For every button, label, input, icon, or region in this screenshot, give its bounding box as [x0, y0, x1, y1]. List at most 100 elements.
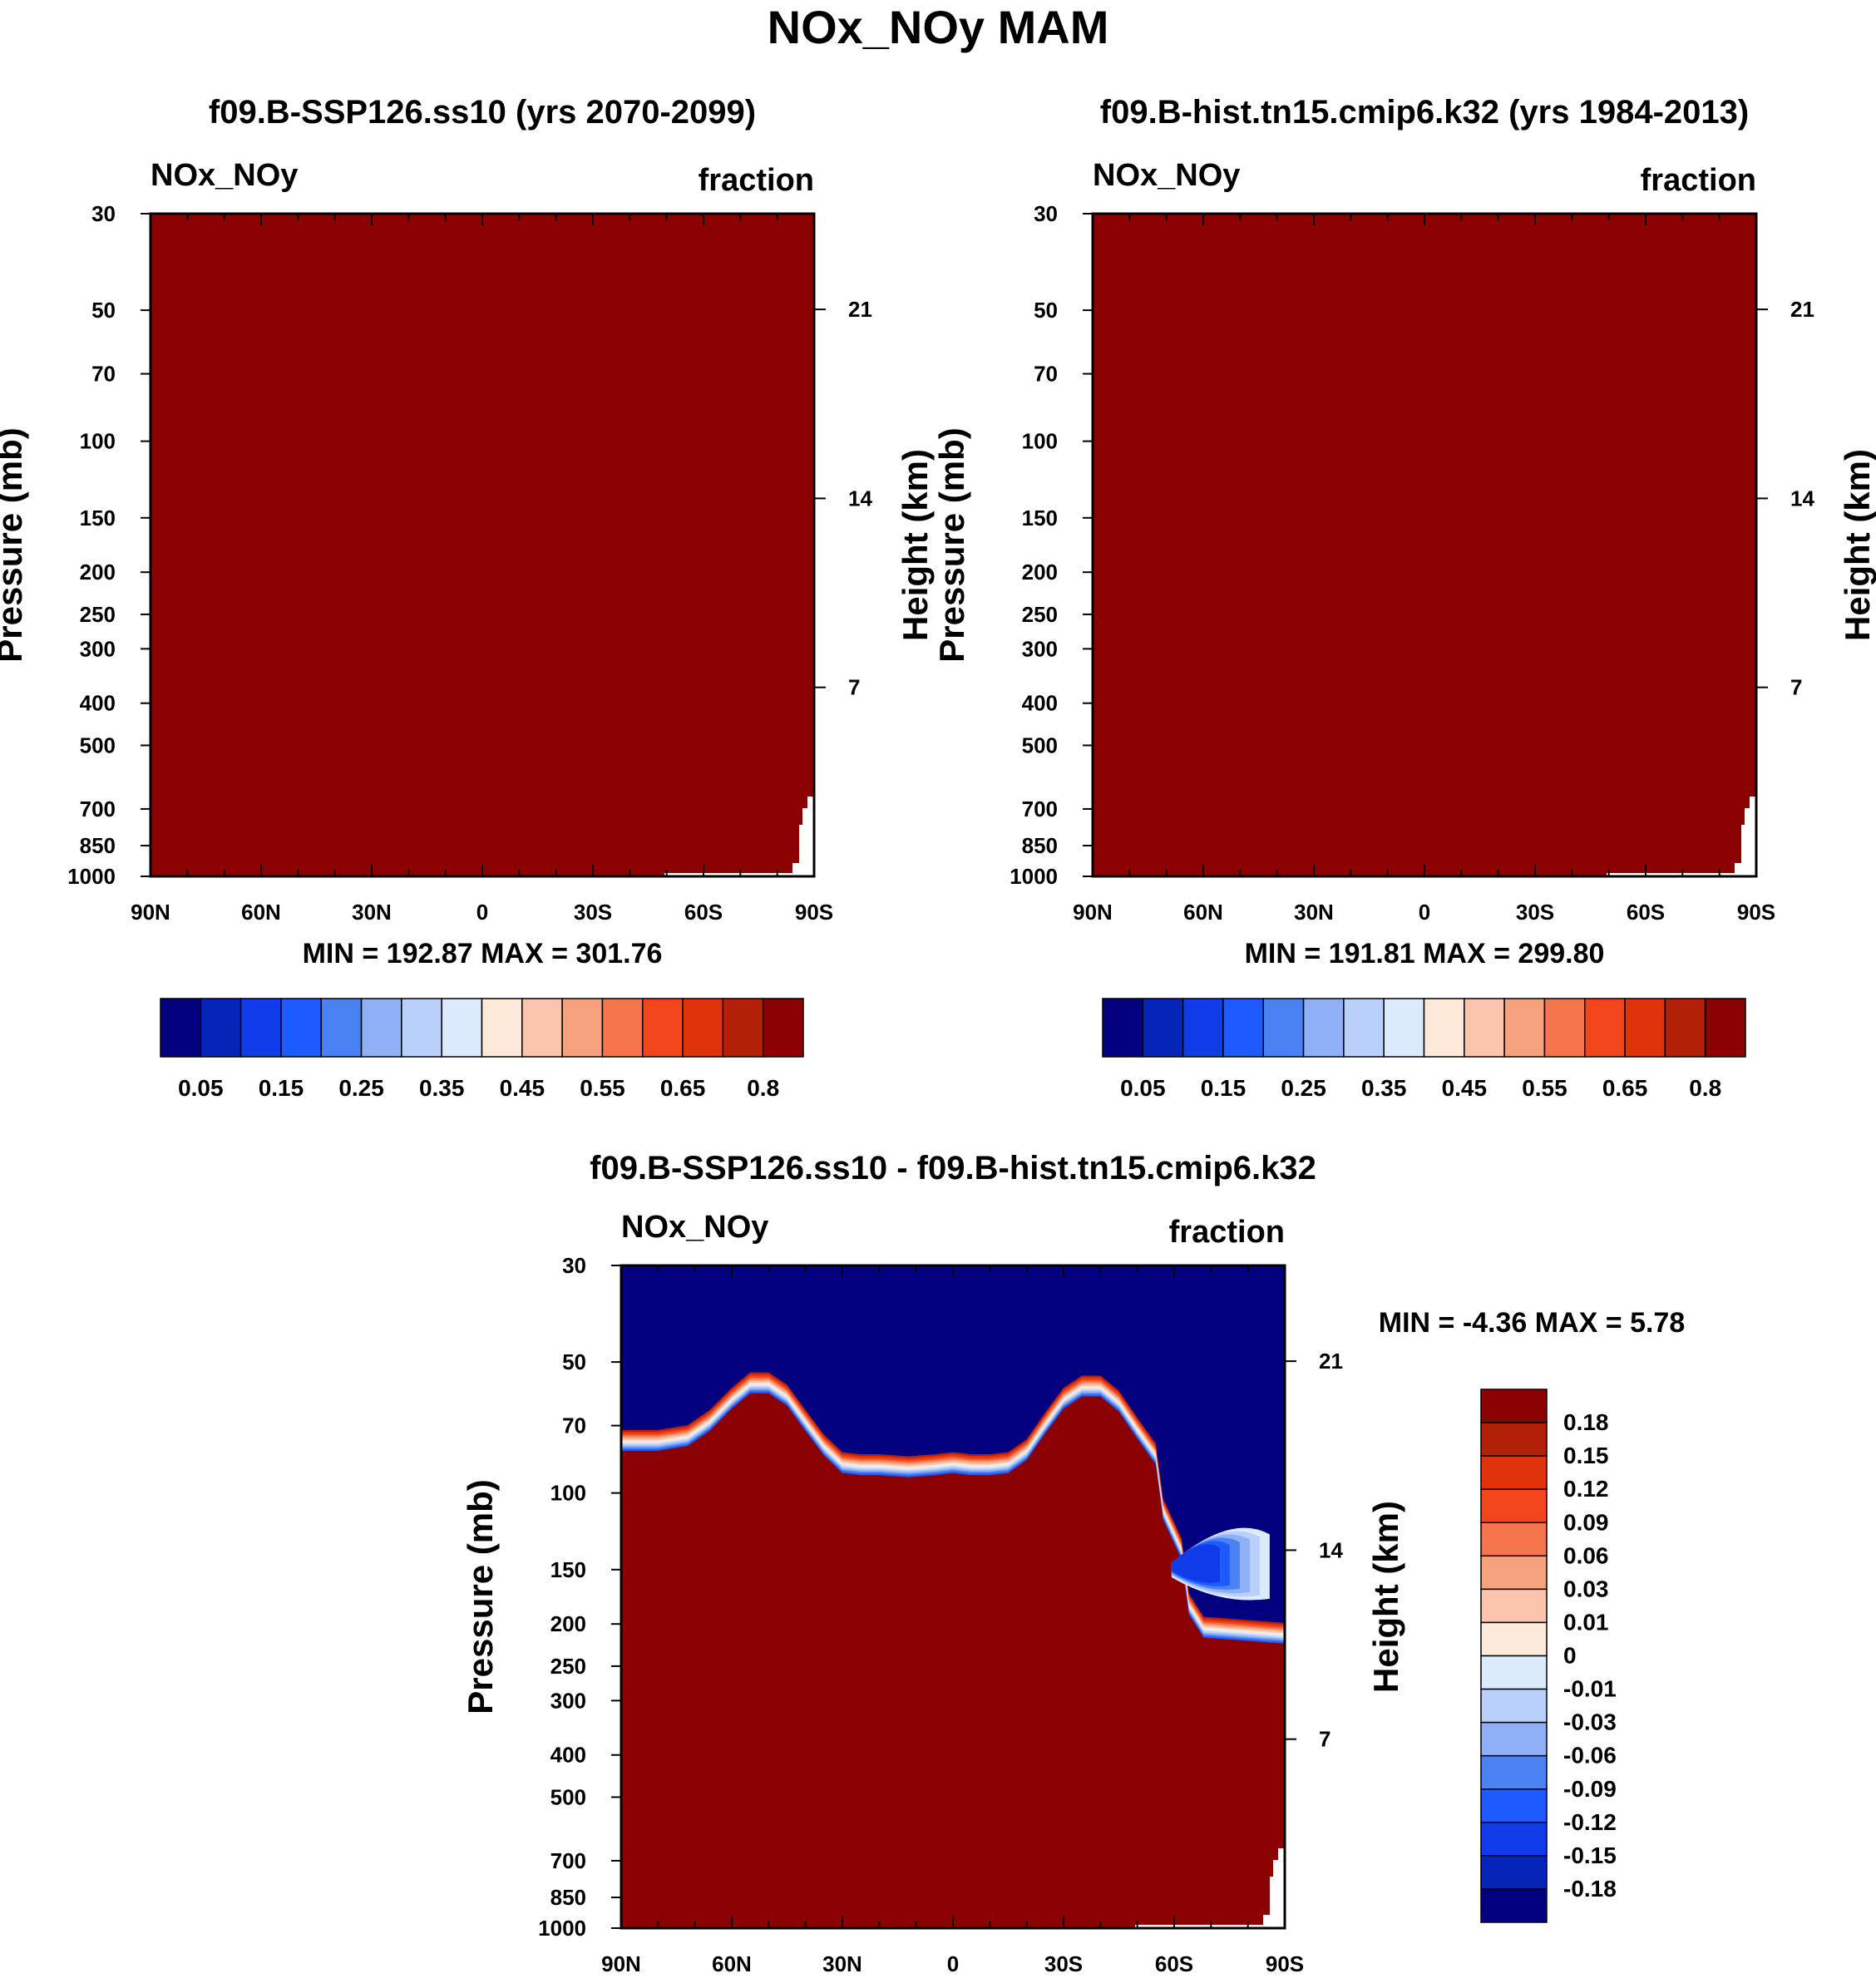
colorbar-swatch — [1102, 998, 1144, 1058]
y-tick-right-label: 14 — [1790, 486, 1814, 511]
colorbar-swatch — [1383, 998, 1425, 1058]
colorbar-swatch — [722, 998, 764, 1058]
colorbar-swatch — [1480, 1522, 1548, 1557]
y-tick-label: 70 — [91, 362, 116, 387]
y-tick-label: 250 — [550, 1654, 586, 1679]
colorbar-swatch — [1480, 1754, 1548, 1790]
y-tick-label: 50 — [562, 1349, 586, 1374]
x-tick-label: 60S — [684, 900, 723, 925]
panel-hist: f09.B-hist.tn15.cmip6.k32 (yrs 1984-2013… — [932, 94, 1876, 1101]
x-tick-label: 30S — [574, 900, 612, 925]
colorbar-label: 0.35 — [1361, 1075, 1407, 1101]
colorbar-swatch — [481, 998, 523, 1058]
y-tick-label: 400 — [80, 691, 116, 716]
x-tick-label: 60N — [712, 1951, 752, 1976]
colorbar-label: 0.01 — [1563, 1609, 1609, 1635]
colorbar-swatch — [682, 998, 724, 1058]
y-tick-label: 400 — [550, 1743, 586, 1768]
y-tick-right-label: 14 — [848, 486, 872, 511]
y-tick-label: 100 — [550, 1481, 586, 1506]
colorbar-label: 0.09 — [1563, 1509, 1609, 1535]
colorbar-swatch — [160, 998, 202, 1058]
colorbar-swatch — [1584, 998, 1626, 1058]
colorbar-label: -0.06 — [1563, 1743, 1617, 1768]
x-tick-label: 90S — [1266, 1951, 1304, 1976]
x-tick-label: 0 — [476, 900, 488, 925]
x-tick-label: 90N — [1073, 900, 1113, 925]
x-tick-label: 90N — [601, 1951, 641, 1976]
colorbar-label: -0.15 — [1563, 1842, 1617, 1868]
y-tick-label: 200 — [550, 1611, 586, 1636]
colorbar-swatch — [1704, 998, 1746, 1058]
colorbar-swatch — [401, 998, 442, 1058]
colorbar-swatch — [1480, 1855, 1548, 1890]
y-tick-label: 850 — [1022, 833, 1058, 858]
colorbar-label: 0.65 — [660, 1075, 706, 1101]
y-tick-label: 150 — [1022, 506, 1058, 530]
colorbar-swatch — [1480, 1822, 1548, 1857]
y-tick-right-label: 7 — [1790, 675, 1802, 700]
colorbar-swatch — [1480, 1488, 1548, 1523]
x-tick-label: 90S — [795, 900, 833, 925]
panel-title: f09.B-SSP126.ss10 (yrs 2070-2099) — [209, 94, 756, 131]
colorbar-label: 0.15 — [1201, 1075, 1247, 1101]
colorbar-swatch — [1480, 1888, 1548, 1923]
y-tick-label: 1000 — [538, 1916, 586, 1941]
colorbar-swatch — [360, 998, 402, 1058]
colorbar-swatch — [280, 998, 322, 1058]
colorbar-swatch — [1543, 998, 1586, 1058]
colorbar-label: 0.05 — [178, 1075, 224, 1101]
variable-label: NOx_NOy — [621, 1210, 768, 1245]
y-axis-right-label: Height (km) — [1366, 1501, 1405, 1693]
x-tick-label: 60N — [241, 900, 281, 925]
min-max-stats: MIN = 192.87 MAX = 301.76 — [303, 938, 663, 969]
colorbar-swatch — [320, 998, 363, 1058]
colorbar-label: 0.35 — [419, 1075, 465, 1101]
y-tick-label: 500 — [1022, 733, 1058, 757]
y-tick-label: 700 — [1022, 797, 1058, 821]
colorbar-label: -0.09 — [1563, 1776, 1617, 1802]
colorbar-swatch — [1480, 1455, 1548, 1490]
y-tick-label: 1000 — [67, 864, 116, 889]
y-axis-label: Pressure (mb) — [461, 1479, 500, 1714]
colorbar-swatch — [1480, 1422, 1548, 1457]
colorbar-label: 0.8 — [747, 1075, 779, 1101]
variable-label: NOx_NOy — [151, 158, 298, 193]
y-tick-label: 50 — [1034, 298, 1058, 323]
colorbar-swatch — [1182, 998, 1224, 1058]
colorbar-swatch — [1423, 998, 1465, 1058]
colorbar-swatch — [1480, 1555, 1548, 1591]
y-tick-label: 300 — [550, 1688, 586, 1713]
colorbar-swatch — [1480, 1655, 1548, 1690]
x-tick-label: 0 — [1419, 900, 1430, 925]
colorbar-label: 0.03 — [1563, 1576, 1609, 1601]
units-label: fraction — [1641, 163, 1756, 198]
x-tick-label: 30N — [822, 1951, 862, 1976]
colorbar-swatch — [1302, 998, 1345, 1058]
variable-label: NOx_NOy — [1093, 158, 1240, 193]
panel-diff: f09.B-SSP126.ss10 - f09.B-hist.tn15.cmip… — [461, 1150, 1685, 1976]
colorbar-label: 0.18 — [1563, 1409, 1609, 1435]
y-tick-label: 30 — [562, 1253, 586, 1278]
colorbar-label: 0.55 — [580, 1075, 625, 1101]
colorbar-label: 0.25 — [338, 1075, 384, 1101]
field-fill — [1093, 214, 1756, 876]
min-max-stats: MIN = -4.36 MAX = 5.78 — [1379, 1307, 1686, 1339]
colorbar-swatch — [1142, 998, 1184, 1058]
x-tick-label: 90S — [1737, 900, 1775, 925]
colorbar-swatch — [521, 998, 563, 1058]
figure-title: NOx_NOy MAM — [768, 1, 1109, 53]
y-tick-label: 500 — [80, 733, 116, 757]
y-tick-label: 150 — [550, 1557, 586, 1582]
colorbar-swatch — [1664, 998, 1706, 1058]
units-label: fraction — [699, 163, 814, 198]
colorbar-swatch — [1343, 998, 1385, 1058]
colorbar-label: -0.18 — [1563, 1876, 1617, 1902]
colorbar-swatch — [200, 998, 242, 1058]
x-tick-label: 30N — [1294, 900, 1334, 925]
y-tick-label: 100 — [80, 429, 116, 454]
x-tick-label: 60S — [1155, 1951, 1193, 1976]
panel-title: f09.B-SSP126.ss10 - f09.B-hist.tn15.cmip… — [590, 1150, 1316, 1186]
contour-bulge — [1171, 1544, 1220, 1583]
panel-title: f09.B-hist.tn15.cmip6.k32 (yrs 1984-2013… — [1100, 94, 1749, 131]
